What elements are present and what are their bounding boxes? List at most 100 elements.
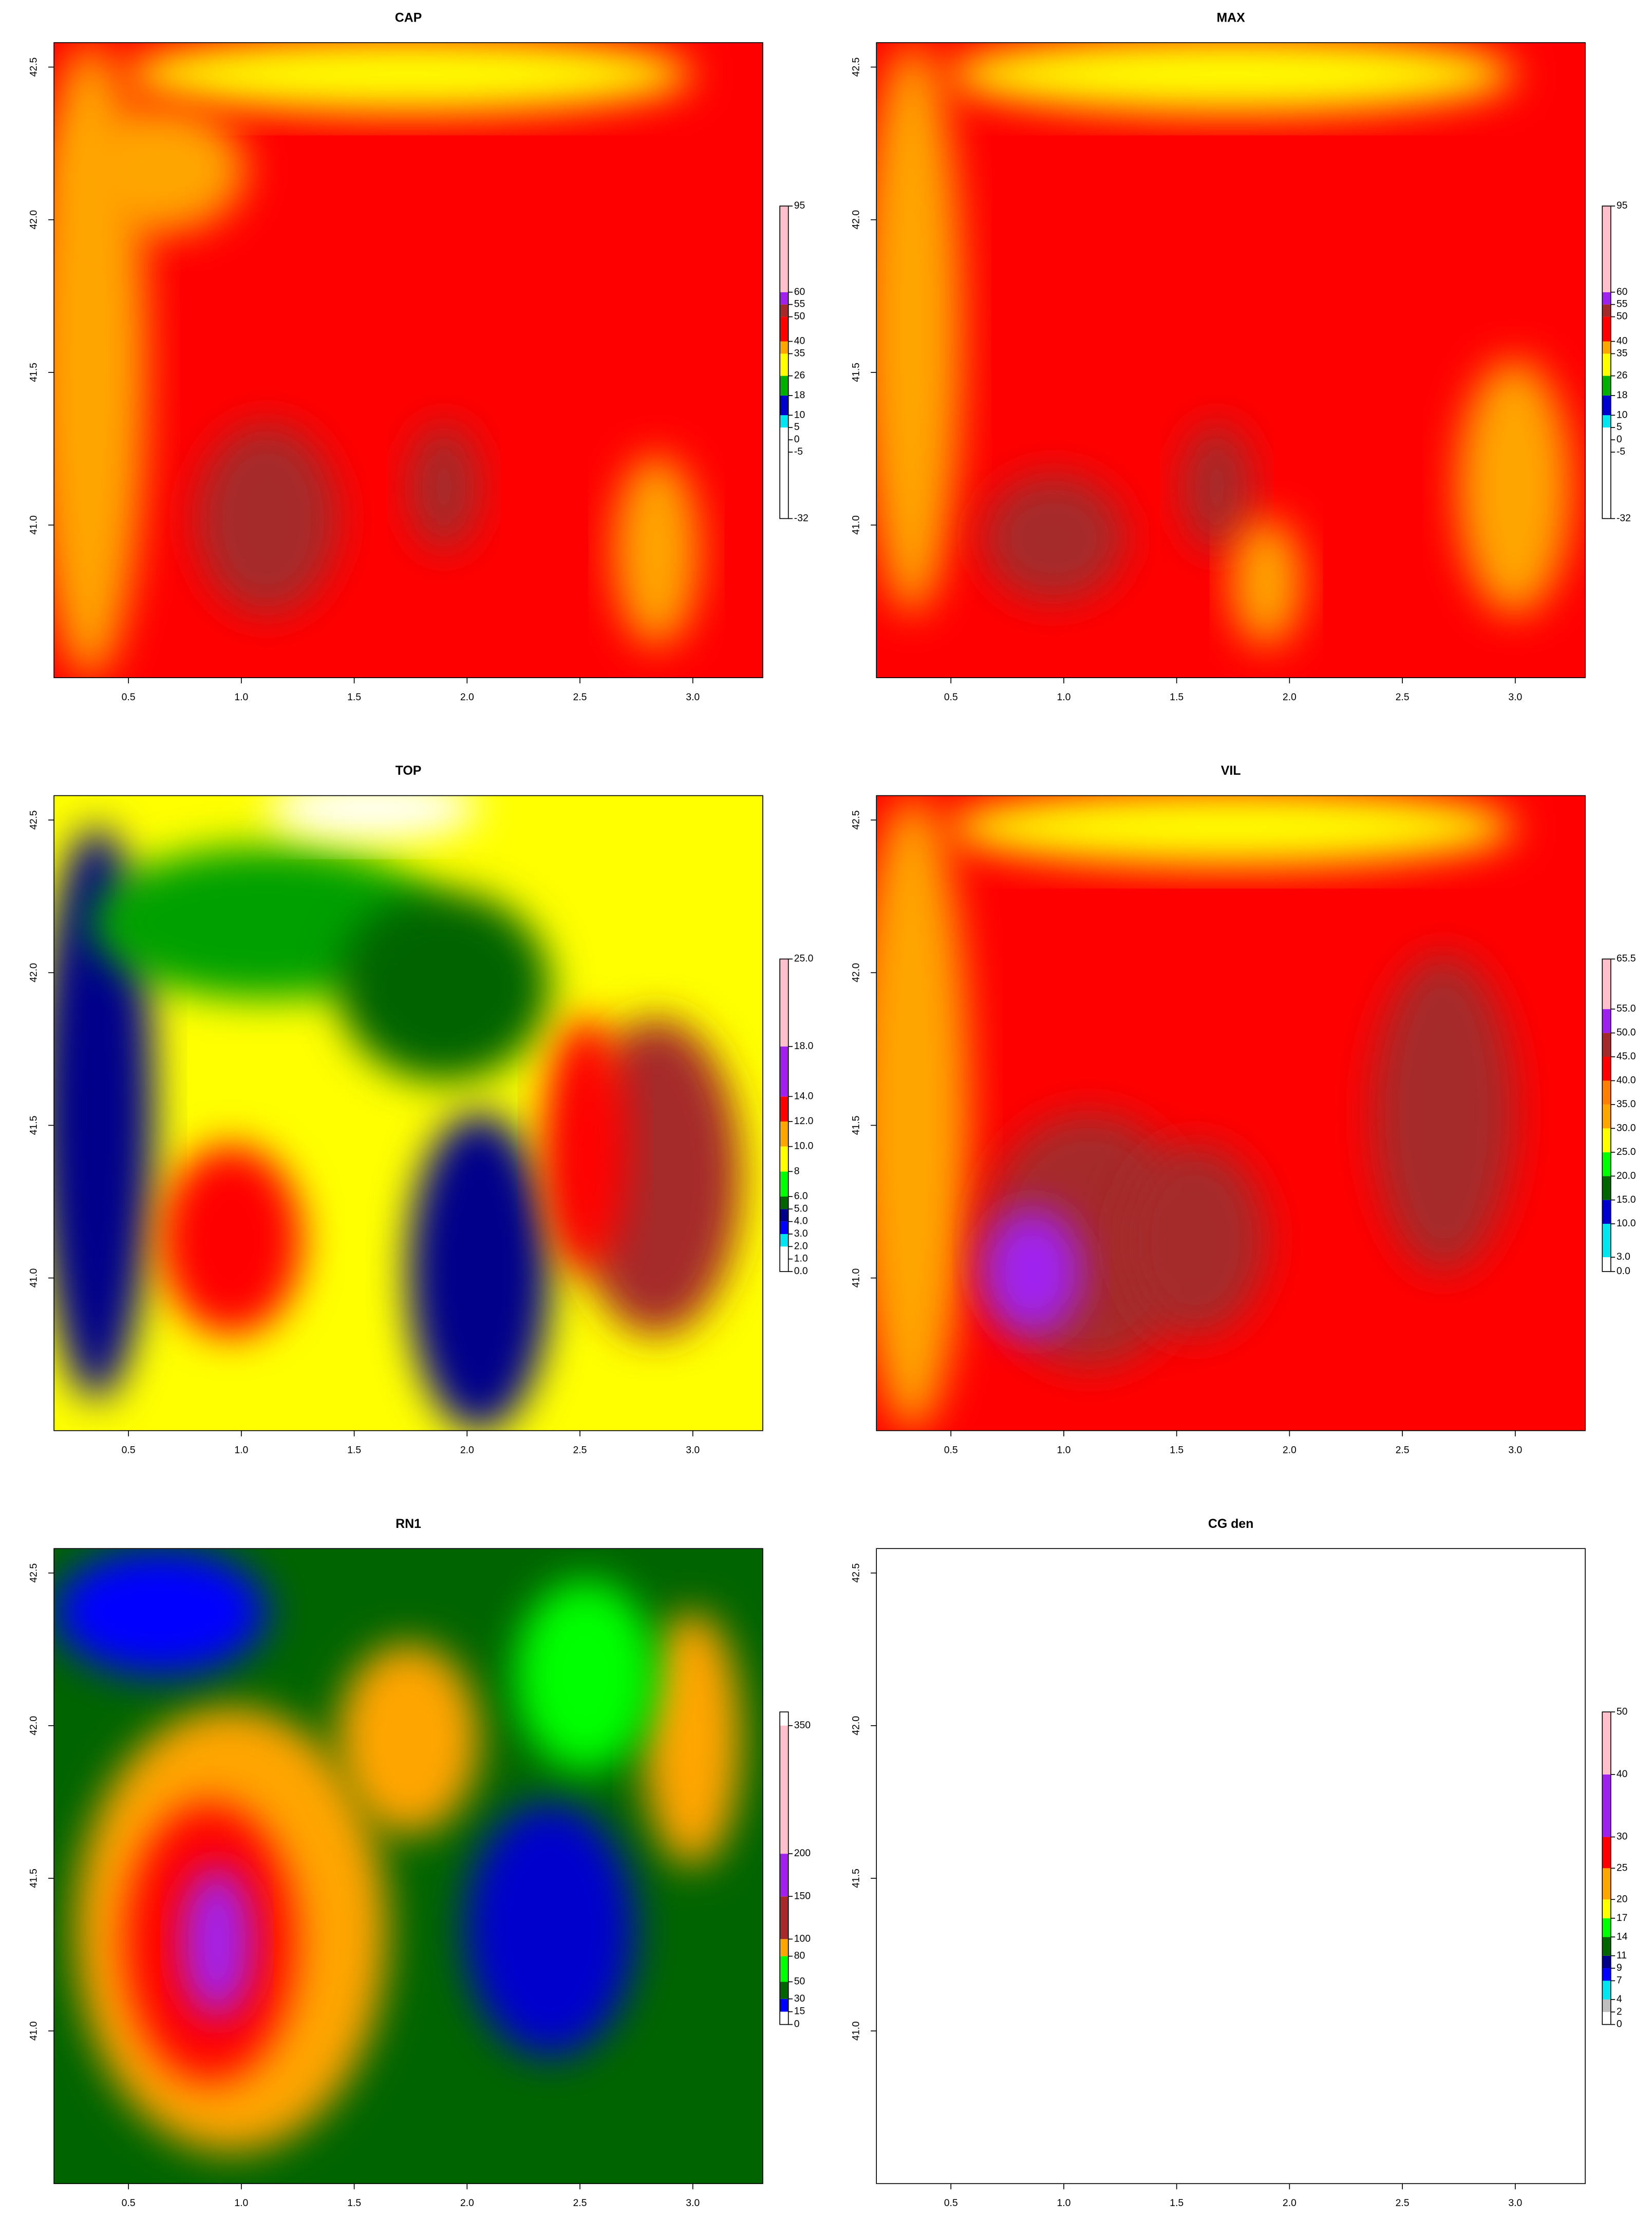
colorbar-tick-label: 4.0 [794,1216,808,1227]
colorbar-tick-label: 12.0 [794,1115,814,1127]
colorbar-tick-label: 9 [1617,1962,1622,1973]
colorbar-tick-label: -32 [1617,512,1631,524]
colorbar-tick-label: 14 [1617,1931,1628,1942]
colorbar-tick-label: 14.0 [794,1090,814,1101]
x-tick-label: 2.5 [573,2197,587,2209]
y-tick-label: 42.5 [851,58,862,77]
x-tick-label: 0.5 [944,1445,958,1456]
colorbar-band [1602,452,1611,519]
plot-frame [876,42,1586,678]
colorbar-tick-label: 10 [1617,409,1628,420]
y-tick-label: 41.0 [28,1268,39,1288]
colorbar-band [780,427,789,440]
colorbar-tick-label: 20 [1617,1893,1628,1904]
x-tick-label: 1.5 [347,2197,361,2209]
raster-blob [408,1113,550,1431]
y-tick-label: 41.5 [28,1116,39,1135]
plot-frame [876,795,1586,1431]
colorbar-tick-label: 10.0 [1617,1218,1636,1229]
x-tick-label: 1.5 [347,692,361,703]
colorbar-band [1602,1080,1611,1105]
raster [876,795,1586,1431]
colorbar-tick-label: 0 [794,434,800,445]
raster-blob [1124,1145,1267,1336]
x-tick-label: 0.5 [122,2197,136,2209]
colorbar-tick-label: 40 [794,335,805,347]
colorbar-band [1602,959,1611,1010]
raster-blob [642,1612,742,1866]
y-tick-label: 41.5 [28,363,39,382]
panel-title: MAX [1216,11,1245,25]
colorbar-band [1602,1774,1611,1837]
colorbar-band [780,959,789,1047]
colorbar-tick-label: 95 [794,200,805,211]
colorbar-tick-label: 3.0 [794,1228,808,1239]
colorbar-band [780,353,789,376]
x-tick-label: 2.0 [460,2197,474,2209]
raster-blob [543,1018,628,1272]
x-tick-label: 0.5 [122,692,136,703]
y-tick-label: 41.0 [851,1268,862,1288]
x-tick-label: 3.0 [686,2197,700,2209]
colorbar-band [1602,304,1611,317]
plot-frame [53,795,763,1431]
colorbar-tick-label: 40.0 [1617,1075,1636,1086]
colorbar-frame [779,958,789,1272]
panel: CG den 0.5 1.0 1.5 2.0 2.5 3.0 41.0 41.5 42.0 42.5… [851,1517,1628,2209]
panel-title: TOP [396,763,422,778]
raster-blob [75,106,246,233]
y-tick-label: 41.0 [28,2021,39,2041]
colorbar-tick-label: 55 [794,298,805,310]
colorbar-frame [1602,958,1611,1272]
colorbar-band [780,206,789,292]
colorbar-tick-label: -32 [794,512,809,524]
x-tick-label: 0.5 [122,1445,136,1456]
colorbar-tick-label: 80 [794,1950,805,1962]
x-tick-label: 0.5 [944,2197,958,2209]
colorbar-tick-label: 30 [794,1993,805,2004]
panel: MAX 0.5 1.0 1.5 2.0 2.5 3.0 41.0 41.5 42.0 42.5 -32… [851,11,1631,703]
y-tick-label: 42.5 [28,1563,39,1583]
colorbar-band [780,1956,789,1982]
colorbar-band [780,1146,789,1172]
colorbar-tick-label: 50 [794,1976,805,1987]
colorbar-band [1602,1057,1611,1081]
colorbar-band [780,1246,789,1259]
raster-blob [947,43,1514,113]
colorbar-tick-label: 20.0 [1617,1170,1636,1181]
x-tick-label: 1.5 [1170,692,1184,703]
plot-frame [876,1548,1586,2184]
raster-blob [876,43,962,614]
colorbar-band [780,1939,789,1956]
y-tick-label: 42.0 [28,210,39,230]
colorbar-tick-label: 200 [794,1847,811,1859]
panel: VIL 0.5 1.0 1.5 2.0 2.5 3.0 41.0 41.5 42.0 42.5 0.0… [851,763,1636,1455]
raster-blob [947,795,1514,866]
y-tick-label: 42.0 [851,1716,862,1735]
x-tick-label: 3.0 [1508,692,1522,703]
colorbar-tick-label: 5.0 [794,1203,808,1214]
colorbar-tick-label: 4 [1617,1993,1622,2005]
colorbar-tick-label: 25.0 [794,953,814,964]
colorbar-band [1602,376,1611,396]
raster-blob [337,1644,479,1835]
colorbar-frame [1602,206,1611,519]
colorbar-band [1602,1033,1611,1057]
raster-blob [1181,423,1252,551]
colorbar-band [780,1121,789,1147]
colorbar-tick-label: 50.0 [1617,1027,1636,1038]
colorbar-tick-label: 8 [794,1165,800,1177]
colorbar-tick-label: 35.0 [1617,1098,1636,1110]
colorbar-band [780,1196,789,1209]
colorbar-band [1602,1224,1611,1258]
colorbar-band [780,1725,789,1854]
x-tick-label: 1.5 [1170,2197,1184,2209]
raster [876,43,1586,678]
y-tick-label: 42.0 [28,963,39,982]
raster [876,1548,1586,2184]
colorbar-band [1602,2012,1611,2025]
raster-blob [465,1802,635,2057]
colorbar-tick-label: 40 [1617,335,1628,347]
raster [54,795,763,1431]
